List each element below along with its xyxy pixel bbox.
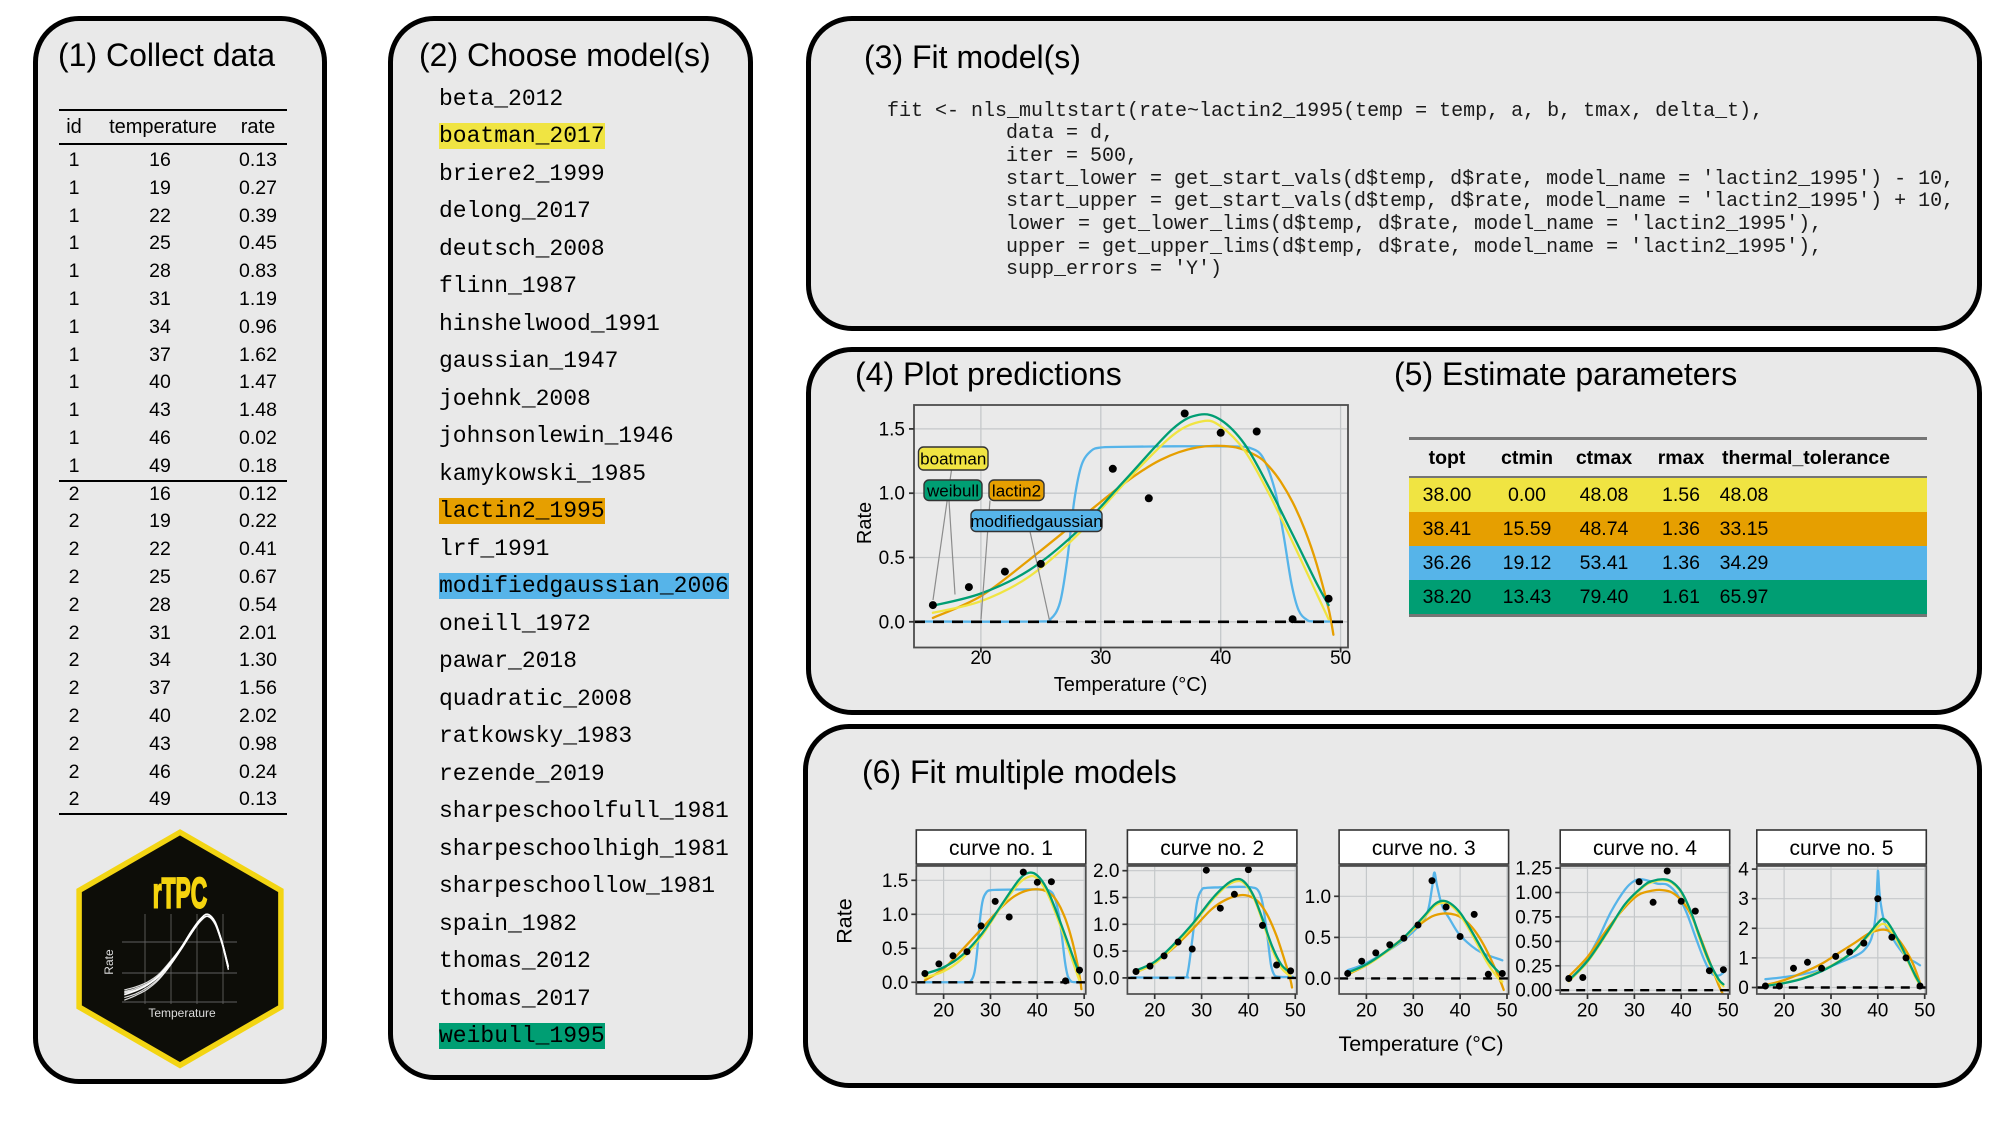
svg-text:30: 30 <box>1624 1001 1645 1022</box>
svg-text:4: 4 <box>1738 860 1749 881</box>
svg-text:20: 20 <box>1144 1001 1165 1022</box>
svg-text:0.0: 0.0 <box>882 973 908 994</box>
svg-text:50: 50 <box>1914 1001 1935 1022</box>
svg-text:rTPC: rTPC <box>153 870 207 917</box>
svg-text:40: 40 <box>1027 1001 1048 1022</box>
svg-text:30: 30 <box>1090 648 1111 669</box>
svg-text:30: 30 <box>980 1001 1001 1022</box>
svg-text:0.00: 0.00 <box>1515 981 1552 1002</box>
svg-text:curve no. 2: curve no. 2 <box>1160 837 1264 860</box>
svg-text:0.5: 0.5 <box>882 939 908 960</box>
svg-text:curve no. 1: curve no. 1 <box>949 837 1053 860</box>
svg-text:2: 2 <box>1738 919 1749 940</box>
svg-text:3: 3 <box>1738 889 1749 910</box>
svg-text:1.0: 1.0 <box>882 905 908 926</box>
svg-text:Rate: Rate <box>102 949 116 975</box>
svg-text:curve no. 4: curve no. 4 <box>1593 837 1697 860</box>
svg-text:1: 1 <box>1738 948 1749 969</box>
svg-text:2.0: 2.0 <box>1093 861 1119 882</box>
svg-text:20: 20 <box>933 1001 954 1022</box>
svg-text:40: 40 <box>1238 1001 1259 1022</box>
svg-text:20: 20 <box>1774 1001 1795 1022</box>
svg-text:1.5: 1.5 <box>882 871 908 892</box>
svg-text:0.0: 0.0 <box>879 612 905 633</box>
svg-text:boatman: boatman <box>920 450 986 469</box>
svg-text:40: 40 <box>1867 1001 1888 1022</box>
svg-text:0.75: 0.75 <box>1515 907 1552 928</box>
svg-text:0.0: 0.0 <box>1093 968 1119 989</box>
svg-text:1.0: 1.0 <box>1093 915 1119 936</box>
svg-text:40: 40 <box>1210 648 1231 669</box>
svg-text:50: 50 <box>1285 1001 1306 1022</box>
svg-text:20: 20 <box>970 648 991 669</box>
svg-text:50: 50 <box>1496 1001 1517 1022</box>
svg-text:1.5: 1.5 <box>879 419 905 440</box>
svg-text:Rate: Rate <box>833 898 857 943</box>
svg-text:0: 0 <box>1738 978 1749 999</box>
svg-text:30: 30 <box>1820 1001 1841 1022</box>
svg-text:lactin2: lactin2 <box>992 481 1041 500</box>
svg-text:0.0: 0.0 <box>1305 969 1331 990</box>
svg-text:1.0: 1.0 <box>879 484 905 505</box>
svg-text:0.5: 0.5 <box>1093 942 1119 963</box>
svg-text:Temperature: Temperature <box>148 1006 216 1020</box>
svg-text:curve no. 3: curve no. 3 <box>1372 837 1476 860</box>
svg-text:20: 20 <box>1356 1001 1377 1022</box>
svg-text:0.5: 0.5 <box>1305 928 1331 949</box>
svg-text:30: 30 <box>1191 1001 1212 1022</box>
svg-text:40: 40 <box>1450 1001 1471 1022</box>
svg-text:20: 20 <box>1577 1001 1598 1022</box>
svg-text:50: 50 <box>1330 648 1351 669</box>
svg-text:1.0: 1.0 <box>1305 887 1331 908</box>
svg-text:0.5: 0.5 <box>879 548 905 569</box>
svg-text:1.5: 1.5 <box>1093 888 1119 909</box>
svg-text:1.00: 1.00 <box>1515 883 1552 904</box>
svg-text:30: 30 <box>1403 1001 1424 1022</box>
svg-text:curve no. 5: curve no. 5 <box>1790 837 1894 860</box>
svg-text:1.25: 1.25 <box>1515 859 1552 880</box>
svg-text:Temperature (°C): Temperature (°C) <box>1338 1032 1503 1056</box>
svg-text:0.25: 0.25 <box>1515 956 1552 977</box>
svg-text:50: 50 <box>1718 1001 1739 1022</box>
svg-text:40: 40 <box>1671 1001 1692 1022</box>
svg-text:Temperature (°C): Temperature (°C) <box>1054 674 1208 696</box>
svg-text:Rate: Rate <box>854 502 876 544</box>
svg-text:0.50: 0.50 <box>1515 932 1552 953</box>
svg-text:50: 50 <box>1074 1001 1095 1022</box>
svg-text:modifiedgaussian: modifiedgaussian <box>970 512 1102 531</box>
svg-text:weibull: weibull <box>926 481 979 500</box>
